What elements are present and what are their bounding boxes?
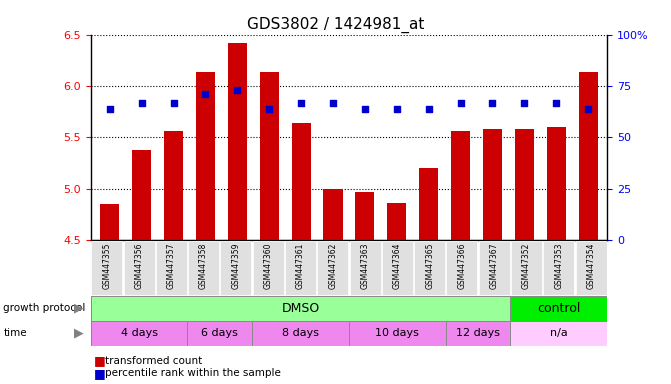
Text: control: control (537, 302, 580, 314)
Text: GSM447355: GSM447355 (102, 243, 111, 289)
Bar (227, 43, 247, 240)
Point (455, 100, 466, 106)
Text: transformed count: transformed count (105, 356, 203, 366)
Bar (291, 123, 311, 240)
Text: GSM447359: GSM447359 (231, 243, 240, 289)
Point (232, 87, 243, 93)
Bar (156, 241, 187, 295)
Bar (356, 192, 374, 240)
Bar (511, 241, 542, 295)
Bar (446, 241, 478, 295)
Text: GSM447356: GSM447356 (134, 243, 144, 289)
Text: GSM447353: GSM447353 (554, 243, 564, 289)
Point (423, 106, 434, 112)
Bar (382, 241, 413, 295)
Text: GSM447358: GSM447358 (199, 243, 208, 289)
Bar (132, 150, 151, 240)
Text: 4 days: 4 days (121, 328, 158, 338)
Point (519, 100, 529, 106)
Point (582, 106, 593, 112)
Text: GSM447362: GSM447362 (328, 243, 338, 289)
Point (487, 100, 498, 106)
Bar (578, 71, 598, 240)
Bar (387, 203, 407, 240)
Text: GSM447366: GSM447366 (458, 243, 466, 289)
Text: GSM447354: GSM447354 (586, 243, 596, 289)
Bar (253, 241, 284, 295)
Point (360, 106, 370, 112)
Text: GSM447357: GSM447357 (167, 243, 176, 289)
Text: ▶: ▶ (74, 327, 84, 339)
Point (551, 100, 562, 106)
Text: ■: ■ (94, 354, 106, 367)
Point (296, 100, 307, 106)
Text: GSM447361: GSM447361 (296, 243, 305, 289)
Text: ■: ■ (94, 367, 106, 380)
Bar (285, 241, 316, 295)
Bar (188, 241, 219, 295)
Text: GSM447360: GSM447360 (264, 243, 272, 289)
Bar (419, 168, 438, 240)
Point (327, 100, 338, 106)
Bar (91, 241, 122, 295)
Text: GSM447367: GSM447367 (490, 243, 499, 289)
Bar (483, 129, 502, 240)
Text: DMSO: DMSO (281, 302, 319, 314)
Bar (576, 241, 607, 295)
Bar (317, 241, 348, 295)
Text: time: time (3, 328, 27, 338)
Text: GSM447365: GSM447365 (425, 243, 434, 289)
Text: GSM447352: GSM447352 (522, 243, 531, 289)
Text: GSM447363: GSM447363 (360, 243, 370, 289)
Bar (196, 71, 215, 240)
Bar (515, 129, 534, 240)
Bar (350, 241, 380, 295)
Point (391, 106, 402, 112)
Bar (451, 131, 470, 240)
Bar (323, 189, 342, 240)
Text: GDS3802 / 1424981_at: GDS3802 / 1424981_at (247, 17, 424, 33)
Bar (478, 241, 510, 295)
Text: ▶: ▶ (74, 302, 84, 314)
Text: growth protocol: growth protocol (3, 303, 86, 313)
Bar (123, 241, 154, 295)
Bar (220, 241, 252, 295)
Text: 8 days: 8 days (282, 328, 319, 338)
Text: percentile rank within the sample: percentile rank within the sample (105, 368, 281, 378)
Point (200, 91, 211, 97)
Text: 12 days: 12 days (456, 328, 500, 338)
Point (136, 100, 147, 106)
Bar (547, 127, 566, 240)
Bar (260, 71, 278, 240)
Text: n/a: n/a (550, 328, 568, 338)
Point (105, 106, 115, 112)
Bar (414, 241, 445, 295)
Point (168, 100, 179, 106)
Text: GSM447364: GSM447364 (393, 243, 402, 289)
Bar (544, 241, 574, 295)
Point (264, 106, 274, 112)
Bar (164, 131, 183, 240)
Text: 10 days: 10 days (375, 328, 419, 338)
Bar (100, 204, 119, 240)
Text: 6 days: 6 days (201, 328, 238, 338)
